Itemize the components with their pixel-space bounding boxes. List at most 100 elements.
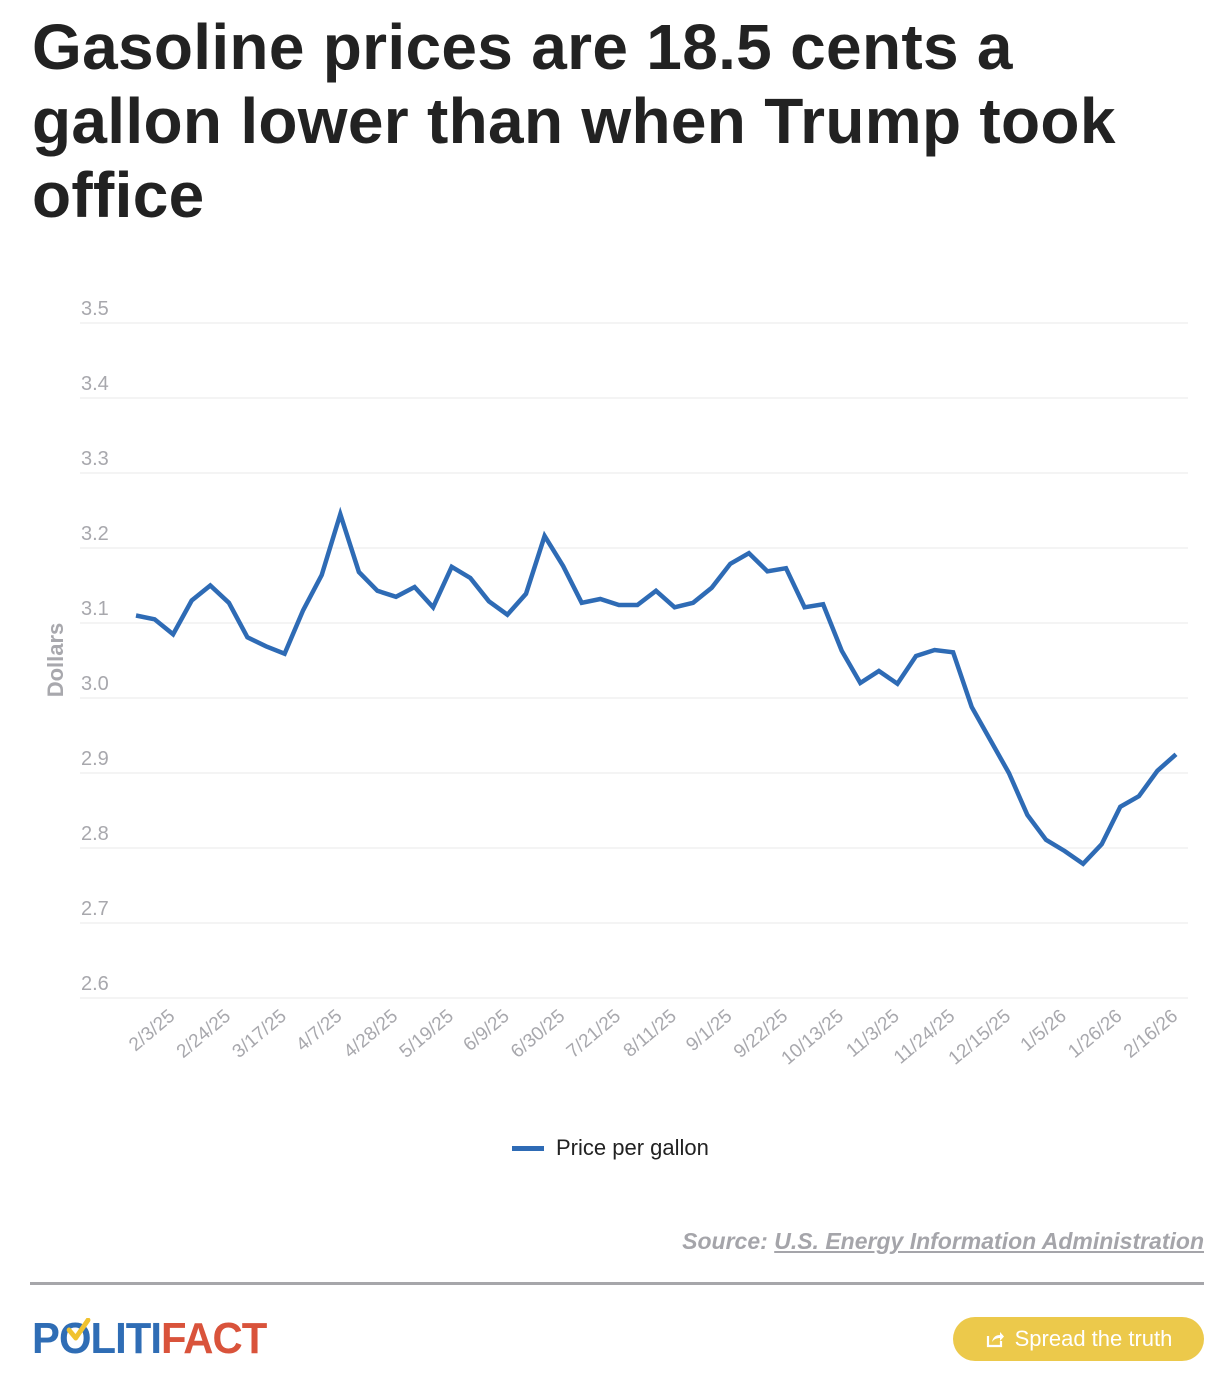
checkmark-icon: [67, 1318, 91, 1341]
data-point[interactable]: [241, 631, 253, 643]
data-point[interactable]: [631, 599, 643, 611]
data-point[interactable]: [1170, 748, 1182, 760]
logo-letter-o: O: [58, 1314, 92, 1363]
y-tick-label: 3.4: [81, 373, 109, 395]
data-point[interactable]: [706, 582, 718, 594]
data-point[interactable]: [669, 601, 681, 613]
logo-fact: FACT: [161, 1314, 267, 1363]
data-point[interactable]: [650, 585, 662, 597]
data-point[interactable]: [947, 646, 959, 658]
data-point[interactable]: [891, 678, 903, 690]
x-tick-label: 2/3/25: [125, 1006, 179, 1056]
data-point[interactable]: [149, 613, 161, 625]
data-point[interactable]: [446, 561, 458, 573]
data-point[interactable]: [780, 562, 792, 574]
x-axis-ticks: 2/3/252/24/253/17/25 4/7/254/28/255/19/25…: [125, 1006, 1182, 1070]
data-point[interactable]: [483, 595, 495, 607]
data-point[interactable]: [576, 597, 588, 609]
data-point[interactable]: [1096, 838, 1108, 850]
divider: [30, 1282, 1204, 1285]
spread-the-truth-button[interactable]: Spread the truth: [953, 1317, 1204, 1361]
data-point[interactable]: [687, 597, 699, 609]
data-point[interactable]: [966, 701, 978, 713]
data-point[interactable]: [1059, 845, 1071, 857]
x-tick-label: 3/17/25: [229, 1006, 291, 1063]
y-tick-label: 3.5: [81, 298, 109, 320]
logo-liti: LITI: [90, 1314, 162, 1363]
data-point[interactable]: [873, 665, 885, 677]
x-tick-label: 4/7/25: [292, 1006, 346, 1056]
x-tick-label: 12/15/25: [945, 1006, 1015, 1070]
share-icon: [986, 1332, 1004, 1348]
data-point[interactable]: [724, 558, 736, 570]
data-point[interactable]: [464, 572, 476, 584]
y-tick-label: 3.2: [81, 523, 109, 545]
data-point[interactable]: [799, 601, 811, 613]
share-button-label: Spread the truth: [1014, 1326, 1173, 1351]
legend[interactable]: Price per gallon: [512, 1135, 709, 1161]
x-tick-label: 5/19/25: [396, 1006, 458, 1063]
data-point[interactable]: [1151, 765, 1163, 777]
source-line: Source: U.S. Energy Information Administ…: [682, 1228, 1204, 1255]
data-point[interactable]: [743, 547, 755, 559]
data-point[interactable]: [539, 530, 551, 542]
x-tick-label: 9/1/25: [682, 1006, 736, 1056]
logo-letter-p: P: [32, 1314, 60, 1363]
y-tick-label: 2.7: [81, 898, 109, 920]
x-tick-label: 8/11/25: [620, 1006, 681, 1062]
politifact-logo[interactable]: PO LITIFACT: [32, 1314, 267, 1364]
data-point[interactable]: [353, 566, 365, 578]
x-tick-label: 6/9/25: [460, 1006, 514, 1056]
data-point[interactable]: [520, 588, 532, 600]
data-point[interactable]: [1021, 809, 1033, 821]
y-axis-ticks: 3.5 3.4 3.3 3.2 3.1 3.0 2.9 2.8 2.7 2.6: [81, 298, 109, 995]
source-link[interactable]: U.S. Energy Information Administration: [774, 1228, 1204, 1254]
y-tick-label: 3.3: [81, 448, 109, 470]
x-tick-label: 10/13/25: [778, 1006, 848, 1070]
data-point[interactable]: [1077, 858, 1089, 870]
data-point[interactable]: [1040, 834, 1052, 846]
data-point[interactable]: [1003, 767, 1015, 779]
source-prefix: Source:: [682, 1228, 768, 1254]
y-tick-label: 2.9: [81, 748, 109, 770]
data-point[interactable]: [929, 644, 941, 656]
data-point[interactable]: [130, 610, 142, 622]
gridlines: [80, 322, 1188, 999]
data-point[interactable]: [557, 560, 569, 572]
data-point[interactable]: [836, 645, 848, 657]
y-axis-label: Dollars: [43, 623, 68, 698]
data-point[interactable]: [910, 650, 922, 662]
data-point[interactable]: [390, 591, 402, 603]
data-point[interactable]: [854, 677, 866, 689]
data-point[interactable]: [1133, 790, 1145, 802]
y-tick-label: 3.0: [81, 673, 109, 695]
series-line[interactable]: [135, 506, 1178, 867]
data-point[interactable]: [1114, 801, 1126, 813]
data-point[interactable]: [371, 585, 383, 597]
data-point[interactable]: [613, 599, 625, 611]
data-point[interactable]: [409, 581, 421, 593]
data-point[interactable]: [594, 593, 606, 605]
data-point[interactable]: [297, 604, 309, 616]
series-price-per-gallon: [130, 506, 1182, 870]
data-point[interactable]: [279, 648, 291, 660]
data-point[interactable]: [167, 628, 179, 640]
data-point[interactable]: [984, 734, 996, 746]
line-chart: 3.5 3.4 3.3 3.2 3.1 3.0 2.9 2.8 2.7 2.6 Dollars 2…: [43, 298, 1188, 1070]
data-point[interactable]: [223, 597, 235, 609]
data-point[interactable]: [316, 569, 328, 581]
data-point[interactable]: [334, 508, 346, 520]
x-tick-label: 6/30/25: [507, 1006, 569, 1063]
y-tick-label: 3.1: [81, 598, 109, 620]
data-point[interactable]: [260, 640, 272, 652]
x-tick-label: 7/21/25: [563, 1006, 625, 1063]
data-point[interactable]: [817, 598, 829, 610]
x-tick-label: 2/24/25: [173, 1006, 235, 1063]
data-point[interactable]: [186, 595, 198, 607]
data-point[interactable]: [427, 601, 439, 613]
x-tick-label: 1/5/26: [1017, 1006, 1071, 1056]
data-point[interactable]: [501, 609, 513, 621]
x-tick-label: 4/28/25: [340, 1006, 402, 1063]
data-point[interactable]: [204, 580, 216, 592]
data-point[interactable]: [761, 565, 773, 577]
